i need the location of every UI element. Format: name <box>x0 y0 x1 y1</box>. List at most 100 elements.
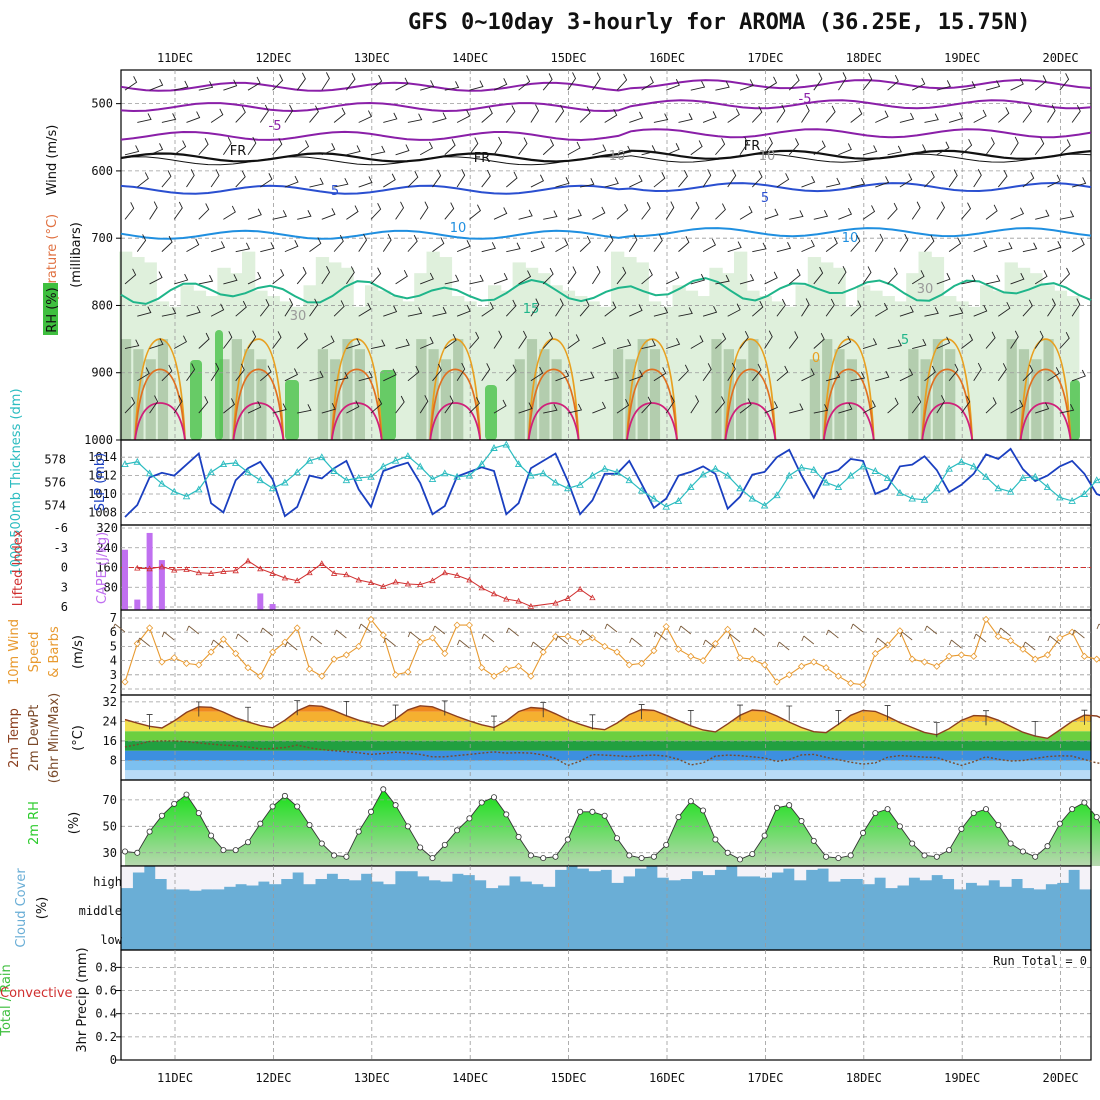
wind-speed-point <box>736 654 744 662</box>
thickness-point <box>797 463 806 471</box>
wind-speed-point <box>502 665 510 673</box>
wind-barb <box>985 331 996 349</box>
wind-barb <box>173 335 187 349</box>
temp-band <box>125 711 1091 722</box>
wind-speed-point <box>539 648 547 656</box>
wind-barb <box>727 169 737 188</box>
ylabel-cape: CAPE (J/kg) <box>95 532 110 604</box>
wind-barb <box>936 80 951 91</box>
wind-barb <box>309 177 324 188</box>
temp-minmax-bar <box>392 704 399 720</box>
wind-barb-10m <box>186 625 200 635</box>
wind-barb <box>309 237 322 253</box>
wind-barb <box>247 208 262 220</box>
ylabel-cloud: Cloud Cover <box>14 868 29 948</box>
wind-barb <box>456 109 471 123</box>
rh-point <box>896 823 903 830</box>
isotherm-warm-loop <box>232 338 285 441</box>
cloud-high-gap <box>623 866 636 877</box>
lifted-point <box>318 560 325 566</box>
thickness-point <box>514 460 523 468</box>
isotherm-warm-loop <box>724 368 777 441</box>
wind-barb <box>666 143 680 156</box>
pressure-tick-label: 700 <box>91 231 113 245</box>
rh-point <box>392 802 399 809</box>
temp-bands <box>125 705 1091 780</box>
wind-barb <box>739 274 755 285</box>
rh-cell-moist <box>809 359 821 440</box>
cape-bar <box>257 593 264 610</box>
wind-barb <box>776 242 792 253</box>
wind-barb <box>1047 174 1061 188</box>
wind-barb <box>297 210 312 220</box>
isotherm-warm-loop <box>822 368 875 441</box>
wind-barb-10m <box>432 625 446 635</box>
wind-barb <box>124 339 140 349</box>
isotherm-line <box>120 99 1092 113</box>
rh-point <box>933 853 940 860</box>
wind-barb <box>456 169 466 188</box>
day-label-bottom: 15DEC <box>551 1071 587 1085</box>
temp-minmax-bar <box>343 700 350 717</box>
wind-barb <box>161 235 173 252</box>
wind-speed-point <box>920 658 929 666</box>
thickness-line <box>124 443 1100 508</box>
rh-point <box>564 836 571 843</box>
wind-barb <box>690 201 700 220</box>
wind-barb <box>383 368 397 382</box>
wind-barb <box>813 140 826 156</box>
rh-point <box>700 807 707 814</box>
wind-barb <box>530 366 544 382</box>
rh-cell-saturated <box>215 330 223 440</box>
wind-barb <box>432 169 442 188</box>
wind-barb <box>469 397 480 414</box>
wind-barb <box>862 72 873 91</box>
wind-barb <box>1034 330 1044 349</box>
cloud-high-gap <box>1022 866 1035 889</box>
rh-cell-moist <box>932 339 944 440</box>
precip-tick-label: 0.4 <box>95 1007 117 1021</box>
wind-barb <box>604 177 619 188</box>
rh-cell-moist <box>514 359 525 440</box>
rh-point <box>331 852 338 859</box>
cape-tick-label: 320 <box>96 521 118 535</box>
wind-barb <box>432 306 447 317</box>
rh-cell-moist <box>1043 339 1054 440</box>
chart-title: GFS 0~10day 3-hourly for AROMA (36.25E, … <box>408 10 1031 35</box>
lifted-point <box>244 557 252 564</box>
wind-barb <box>1059 267 1071 285</box>
wind-barb <box>505 364 517 382</box>
wind-barb <box>543 403 558 414</box>
rh-point <box>232 847 239 854</box>
wind-barb <box>444 334 457 349</box>
wind-barb <box>653 367 667 382</box>
wind-barb <box>702 363 712 382</box>
rh-point <box>208 832 215 839</box>
rh-cell <box>955 301 969 440</box>
thickness-point <box>330 467 338 474</box>
wind-speed-point <box>1043 651 1052 659</box>
wind-barb <box>223 274 238 285</box>
rh-cell <box>598 306 612 440</box>
wind-barb <box>764 330 773 349</box>
rh-point <box>503 811 510 818</box>
cloud-high-gap <box>908 866 921 878</box>
cloud-high-gap <box>531 866 544 885</box>
temp-band <box>125 740 1091 751</box>
thickness-point <box>896 488 904 496</box>
wind-barb <box>813 72 823 91</box>
cloud-high-gap <box>132 866 145 873</box>
wind-barb <box>321 335 335 349</box>
isotherm-label: -5 <box>269 119 282 134</box>
isotherm-line <box>120 277 1092 305</box>
rh-cell <box>857 285 871 440</box>
wind-barb <box>678 236 690 252</box>
wind-barb <box>444 274 460 285</box>
wind-barb <box>272 138 283 156</box>
wind-barb-10m <box>948 639 962 649</box>
wind-barb-10m <box>727 633 741 643</box>
wind-barb <box>334 371 349 382</box>
wind-barb <box>1071 238 1085 253</box>
wind-barb <box>186 169 195 188</box>
isotherm-warm-loop <box>1019 338 1072 441</box>
